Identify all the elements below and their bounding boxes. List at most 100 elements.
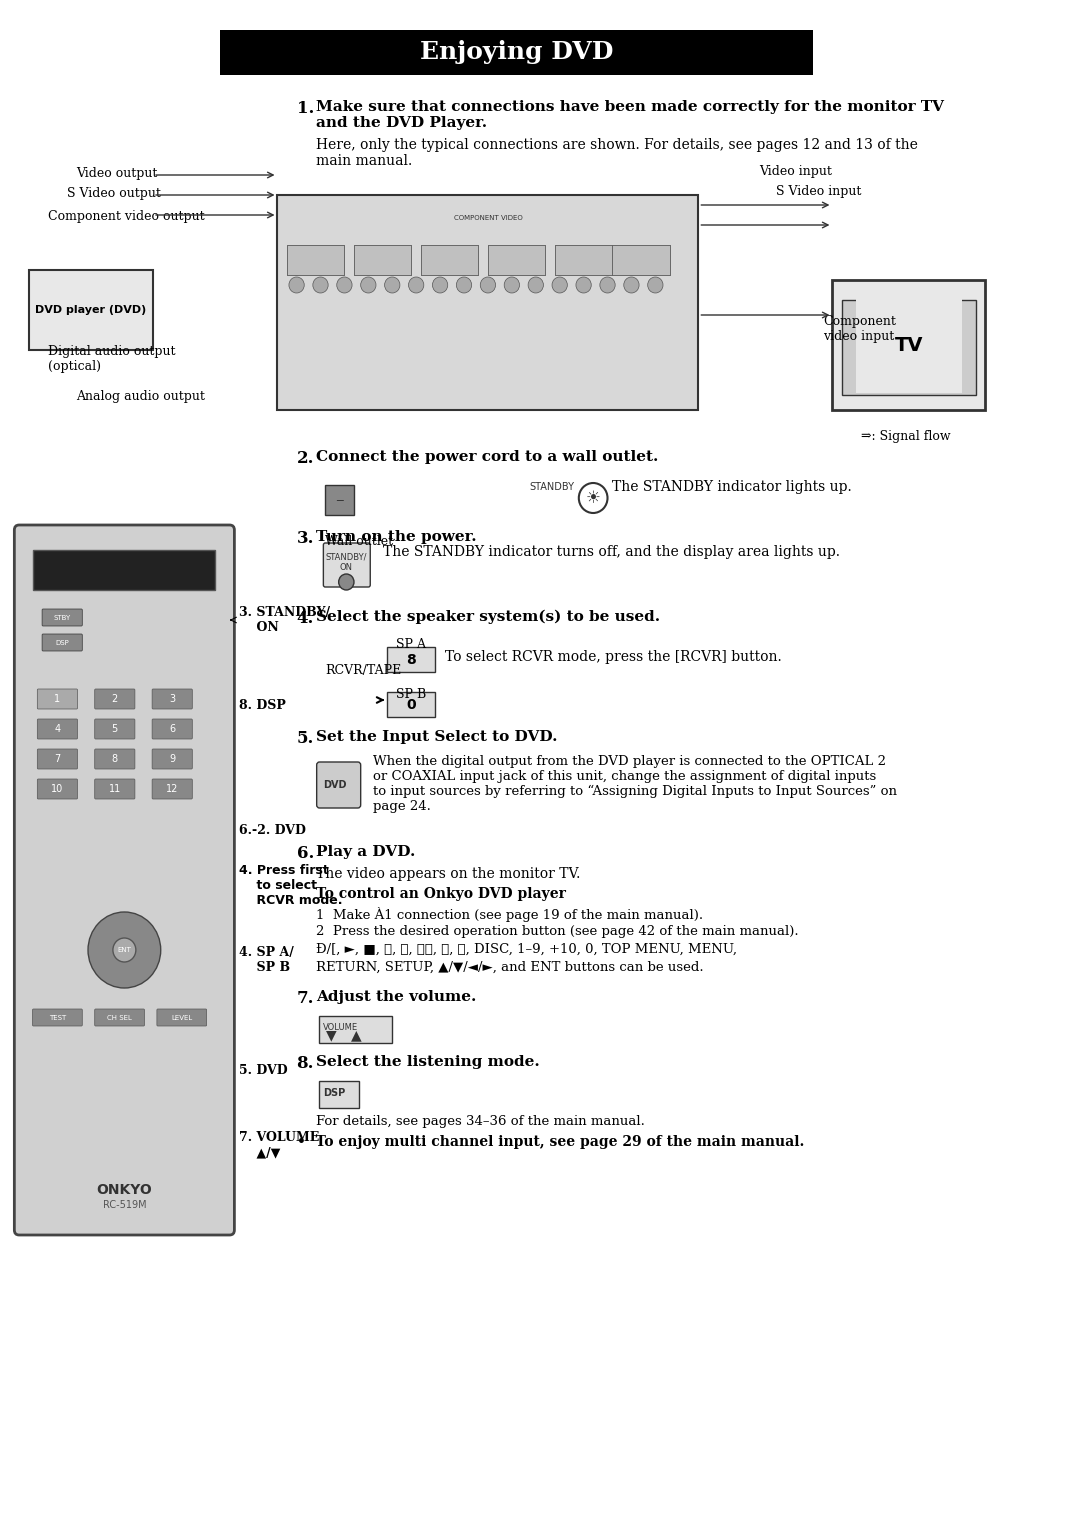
Text: ⇒: Signal flow: ⇒: Signal flow xyxy=(861,429,950,443)
Text: Ð/[, ►, ■, ⏪, ⏩, ⧘⧘, ⏮, ⏭, DISC, 1–9, +10, 0, TOP MENU, MENU,: Ð/[, ►, ■, ⏪, ⏩, ⧘⧘, ⏮, ⏭, DISC, 1–9, +1… xyxy=(315,943,737,957)
Circle shape xyxy=(113,938,136,963)
FancyBboxPatch shape xyxy=(152,689,192,709)
Circle shape xyxy=(313,277,328,293)
Text: SP B: SP B xyxy=(396,688,427,701)
FancyBboxPatch shape xyxy=(38,749,78,769)
Text: 4. SP A/
    SP B: 4. SP A/ SP B xyxy=(239,946,294,973)
FancyBboxPatch shape xyxy=(555,244,612,275)
FancyBboxPatch shape xyxy=(32,1008,82,1025)
Circle shape xyxy=(337,277,352,293)
FancyBboxPatch shape xyxy=(29,270,153,350)
Text: STANDBY: STANDBY xyxy=(529,481,575,492)
Text: 7. VOLUME
    ▲/▼: 7. VOLUME ▲/▼ xyxy=(239,1131,320,1160)
Text: 6.-2. DVD: 6.-2. DVD xyxy=(239,824,306,836)
FancyBboxPatch shape xyxy=(278,196,699,410)
Circle shape xyxy=(648,277,663,293)
FancyBboxPatch shape xyxy=(38,689,78,709)
Text: 9: 9 xyxy=(170,753,175,764)
Text: 2.: 2. xyxy=(297,451,314,468)
FancyBboxPatch shape xyxy=(14,526,234,1235)
Text: 2  Press the desired operation button (see page 42 of the main manual).: 2 Press the desired operation button (se… xyxy=(315,924,798,938)
Text: Component
video input: Component video input xyxy=(823,315,895,342)
Text: 4. Press first
    to select
    RCVR mode.: 4. Press first to select RCVR mode. xyxy=(239,863,342,906)
FancyBboxPatch shape xyxy=(388,692,435,717)
Circle shape xyxy=(528,277,543,293)
Text: RETURN, SETUP, ▲/▼/◄/►, and ENT buttons can be used.: RETURN, SETUP, ▲/▼/◄/►, and ENT buttons … xyxy=(315,961,703,973)
FancyBboxPatch shape xyxy=(319,1080,359,1108)
Text: DVD: DVD xyxy=(323,779,347,790)
Text: Analog audio output: Analog audio output xyxy=(77,390,205,403)
Text: 7: 7 xyxy=(54,753,60,764)
FancyBboxPatch shape xyxy=(95,779,135,799)
Text: CH SEL: CH SEL xyxy=(107,1015,132,1021)
Text: 5. DVD: 5. DVD xyxy=(239,1063,287,1077)
Circle shape xyxy=(457,277,472,293)
Text: 5: 5 xyxy=(111,724,118,733)
Text: ─: ─ xyxy=(336,495,343,504)
Text: ENT: ENT xyxy=(118,947,132,953)
Text: 3.: 3. xyxy=(297,530,314,547)
FancyBboxPatch shape xyxy=(354,244,411,275)
Text: RCVR/TAPE: RCVR/TAPE xyxy=(325,663,402,677)
Text: 6.: 6. xyxy=(297,845,314,862)
Circle shape xyxy=(87,912,161,989)
Text: ▼: ▼ xyxy=(326,1028,336,1042)
Text: 3: 3 xyxy=(170,694,175,704)
Circle shape xyxy=(552,277,567,293)
Text: The STANDBY indicator lights up.: The STANDBY indicator lights up. xyxy=(612,480,852,494)
FancyBboxPatch shape xyxy=(95,689,135,709)
Text: Connect the power cord to a wall outlet.: Connect the power cord to a wall outlet. xyxy=(315,451,658,465)
Text: STANDBY/
ON: STANDBY/ ON xyxy=(325,552,367,571)
Text: TV: TV xyxy=(894,336,923,354)
FancyBboxPatch shape xyxy=(612,244,670,275)
Text: COMPONENT VIDEO: COMPONENT VIDEO xyxy=(454,215,523,222)
FancyBboxPatch shape xyxy=(488,244,545,275)
FancyBboxPatch shape xyxy=(319,1016,392,1044)
Text: 8: 8 xyxy=(406,652,416,668)
FancyBboxPatch shape xyxy=(95,720,135,740)
Text: Here, only the typical connections are shown. For details, see pages 12 and 13 o: Here, only the typical connections are s… xyxy=(315,138,918,168)
FancyBboxPatch shape xyxy=(842,299,976,396)
Text: Play a DVD.: Play a DVD. xyxy=(315,845,415,859)
FancyBboxPatch shape xyxy=(325,484,354,515)
Text: 0: 0 xyxy=(406,698,416,712)
Circle shape xyxy=(432,277,448,293)
Text: 1.: 1. xyxy=(297,99,314,118)
Text: SP A: SP A xyxy=(396,639,427,651)
FancyBboxPatch shape xyxy=(152,779,192,799)
FancyBboxPatch shape xyxy=(33,550,215,590)
Text: Turn on the power.: Turn on the power. xyxy=(315,530,476,544)
Text: 10: 10 xyxy=(51,784,64,795)
Circle shape xyxy=(339,575,354,590)
Circle shape xyxy=(408,277,423,293)
Circle shape xyxy=(504,277,519,293)
Circle shape xyxy=(576,277,591,293)
FancyBboxPatch shape xyxy=(220,31,813,75)
Text: 12: 12 xyxy=(166,784,178,795)
Text: DSP: DSP xyxy=(323,1088,346,1099)
Text: ☀: ☀ xyxy=(585,489,600,507)
Text: To select RCVR mode, press the [RCVR] button.: To select RCVR mode, press the [RCVR] bu… xyxy=(445,649,782,665)
Text: VOLUME: VOLUME xyxy=(323,1024,359,1033)
Text: •  To enjoy multi channel input, see page 29 of the main manual.: • To enjoy multi channel input, see page… xyxy=(297,1135,804,1149)
Circle shape xyxy=(384,277,400,293)
Text: Enjoying DVD: Enjoying DVD xyxy=(420,40,613,64)
Text: 4.: 4. xyxy=(297,610,314,626)
Text: Select the listening mode.: Select the listening mode. xyxy=(315,1054,540,1070)
Text: Component video output: Component video output xyxy=(48,209,204,223)
Text: Make sure that connections have been made correctly for the monitor TV
and the D: Make sure that connections have been mad… xyxy=(315,99,944,130)
Text: The STANDBY indicator turns off, and the display area lights up.: The STANDBY indicator turns off, and the… xyxy=(382,545,839,559)
Text: LEVEL: LEVEL xyxy=(171,1015,192,1021)
Text: The video appears on the monitor TV.: The video appears on the monitor TV. xyxy=(315,866,580,882)
Text: 2: 2 xyxy=(111,694,118,704)
Text: DSP: DSP xyxy=(55,640,69,645)
Text: 8.: 8. xyxy=(297,1054,314,1073)
Text: Set the Input Select to DVD.: Set the Input Select to DVD. xyxy=(315,730,557,744)
FancyBboxPatch shape xyxy=(388,646,435,672)
Text: 4: 4 xyxy=(54,724,60,733)
Text: Video input: Video input xyxy=(759,165,833,177)
FancyBboxPatch shape xyxy=(38,720,78,740)
Text: To control an Onkyo DVD player: To control an Onkyo DVD player xyxy=(315,886,566,902)
Text: DVD player (DVD): DVD player (DVD) xyxy=(36,306,147,315)
Text: For details, see pages 34–36 of the main manual.: For details, see pages 34–36 of the main… xyxy=(315,1115,645,1128)
